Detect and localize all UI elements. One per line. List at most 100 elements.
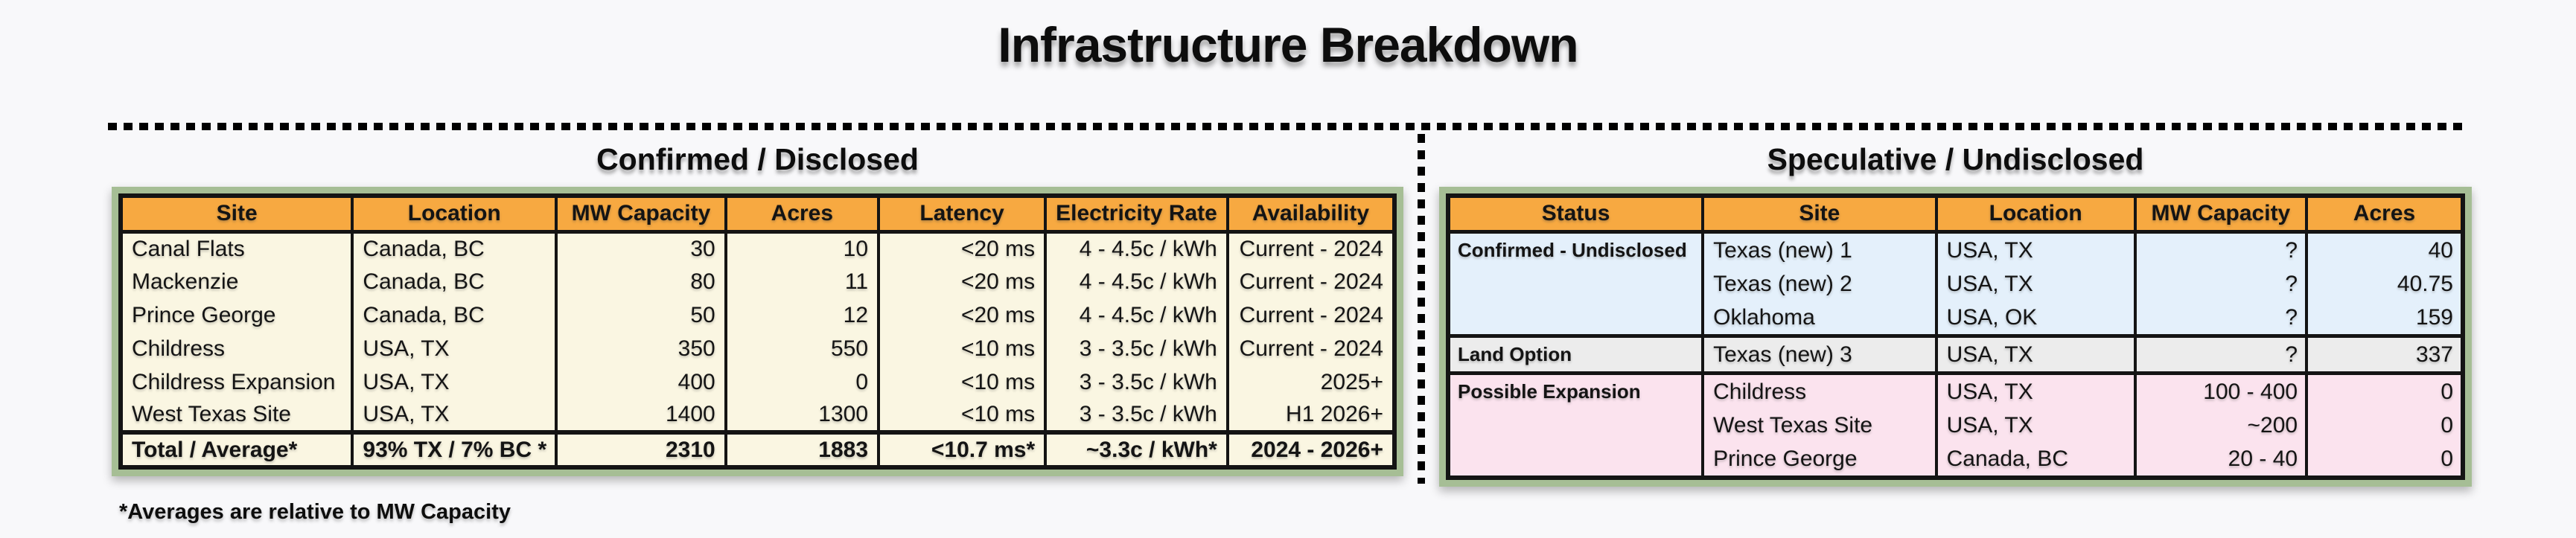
column-header: Location bbox=[1934, 194, 2137, 234]
status-cell: Possible Expansion bbox=[1446, 371, 1705, 478]
table-cell: 1300 bbox=[724, 399, 881, 432]
table-row: Canal Flats Canada, BC 30 10 <20 ms 4 - 4.5c … bbox=[118, 231, 1397, 265]
table-cell: ? bbox=[2285, 237, 2298, 263]
table-cell: Canada, BC bbox=[351, 231, 558, 265]
table-cell: 550 bbox=[724, 332, 881, 365]
confirmed-table: Site Location MW Capacity Acres Latency Elect… bbox=[118, 193, 1397, 470]
total-cell: 1883 bbox=[724, 430, 881, 467]
table-cell: USA, TX bbox=[1946, 379, 2033, 404]
table-cell: Texas (new) 1 bbox=[1713, 237, 1852, 263]
page-title: Infrastructure Breakdown bbox=[998, 17, 1578, 72]
speculative-section-title: Speculative / Undisclosed bbox=[1767, 142, 2144, 176]
status-cell: Land Option bbox=[1446, 333, 1705, 373]
confirmed-table-frame: Site Location MW Capacity Acres Latency Elect… bbox=[112, 187, 1403, 476]
table-cell: 100 - 400 bbox=[2203, 379, 2298, 404]
table-cell: <10 ms bbox=[877, 399, 1048, 432]
table-cell: Texas (new) 3 bbox=[1713, 342, 1852, 367]
group-cell: Childress West Texas Site Prince George bbox=[1701, 371, 1938, 478]
speculative-header-row: Status Site Location MW Capacity Acres bbox=[1446, 194, 2464, 234]
table-cell: USA, TX bbox=[1946, 342, 2033, 367]
table-cell: 40 bbox=[2428, 237, 2453, 263]
table-cell: 4 - 4.5c / kWh bbox=[1044, 265, 1229, 298]
table-cell: 159 bbox=[2415, 304, 2453, 330]
table-cell: 1400 bbox=[555, 399, 727, 432]
table-cell: USA, OK bbox=[1946, 304, 2038, 330]
group-cell: 0 0 0 bbox=[2305, 371, 2464, 478]
column-header: Site bbox=[118, 194, 354, 234]
table-row: Childress USA, TX 350 550 <10 ms 3 - 3.5c / k… bbox=[118, 332, 1397, 365]
column-header: Acres bbox=[2305, 194, 2464, 234]
table-cell: Texas (new) 2 bbox=[1713, 271, 1852, 296]
group-cell: Texas (new) 3 bbox=[1701, 333, 1938, 373]
table-cell: USA, TX bbox=[1946, 412, 2033, 438]
confirmed-header-row: Site Location MW Capacity Acres Latency Elect… bbox=[118, 194, 1397, 234]
table-cell: Childress Expansion bbox=[118, 365, 354, 399]
table-cell: Prince George bbox=[1713, 446, 1858, 471]
column-header: Availability bbox=[1225, 194, 1397, 234]
group-cell: USA, TX bbox=[1934, 333, 2137, 373]
table-cell: <20 ms bbox=[877, 265, 1048, 298]
group-cell: 337 bbox=[2305, 333, 2464, 373]
status-label: Possible Expansion bbox=[1458, 380, 1641, 403]
column-header: MW Capacity bbox=[555, 194, 727, 234]
total-cell: 2024 - 2026+ bbox=[1225, 430, 1397, 467]
column-header: Location bbox=[351, 194, 558, 234]
table-cell: ? bbox=[2285, 271, 2298, 296]
table-cell: 4 - 4.5c / kWh bbox=[1044, 231, 1229, 265]
table-cell: 12 bbox=[724, 298, 881, 332]
table-cell: 2025+ bbox=[1225, 365, 1397, 399]
speculative-table-frame: Status Site Location MW Capacity Acres Confi… bbox=[1439, 187, 2472, 487]
table-cell: ? bbox=[2285, 304, 2298, 330]
group-cell: USA, TX USA, TX USA, OK bbox=[1934, 231, 2137, 336]
table-cell: 350 bbox=[555, 332, 727, 365]
table-cell: Canada, BC bbox=[351, 298, 558, 332]
group-cell: ??? bbox=[2133, 231, 2309, 336]
table-cell: Current - 2024 bbox=[1225, 298, 1397, 332]
table-cell: ? bbox=[2285, 342, 2298, 367]
table-row: West Texas Site USA, TX 1400 1300 <10 ms 3 - … bbox=[118, 399, 1397, 432]
status-label: Land Option bbox=[1458, 342, 1572, 365]
table-cell: Current - 2024 bbox=[1225, 265, 1397, 298]
table-cell: <10 ms bbox=[877, 332, 1048, 365]
table-cell: 30 bbox=[555, 231, 727, 265]
group-cell: 40 40.75 159 bbox=[2305, 231, 2464, 336]
confirmed-section: Confirmed / Disclosed Site Location MW Cap… bbox=[112, 141, 1403, 476]
group-cell: Texas (new) 1 Texas (new) 2 Oklahoma bbox=[1701, 231, 1938, 336]
total-cell: <10.7 ms* bbox=[877, 430, 1048, 467]
table-cell: West Texas Site bbox=[1713, 412, 1873, 438]
table-cell: 0 bbox=[2440, 412, 2453, 438]
group-cell: USA, TX USA, TX Canada, BC bbox=[1934, 371, 2137, 478]
table-cell: West Texas Site bbox=[118, 399, 354, 432]
speculative-section: Speculative / Undisclosed Status Site Loca… bbox=[1439, 141, 2472, 487]
table-cell: 0 bbox=[2440, 446, 2453, 471]
status-cell: Confirmed - Undisclosed bbox=[1446, 231, 1705, 336]
total-row: Total / Average* 93% TX / 7% BC * 2310 1883… bbox=[118, 430, 1397, 467]
table-row: Mackenzie Canada, BC 80 11 <20 ms 4 - 4.5c / … bbox=[118, 265, 1397, 298]
total-cell: Total / Average* bbox=[118, 430, 354, 467]
table-cell: Prince George bbox=[118, 298, 354, 332]
table-cell: 337 bbox=[2415, 342, 2453, 367]
table-cell: 3 - 3.5c / kWh bbox=[1044, 365, 1229, 399]
speculative-table: Status Site Location MW Capacity Acres Confi… bbox=[1446, 193, 2465, 480]
table-cell: Oklahoma bbox=[1713, 304, 1815, 330]
total-cell: ~3.3c / kWh* bbox=[1044, 430, 1229, 467]
table-cell: 4 - 4.5c / kWh bbox=[1044, 298, 1229, 332]
table-cell: USA, TX bbox=[351, 399, 558, 432]
column-header: Acres bbox=[724, 194, 881, 234]
table-cell: <20 ms bbox=[877, 298, 1048, 332]
column-header: Electricity Rate bbox=[1044, 194, 1229, 234]
table-cell: Childress bbox=[118, 332, 354, 365]
table-cell: Current - 2024 bbox=[1225, 332, 1397, 365]
table-cell: USA, TX bbox=[1946, 237, 2033, 263]
table-cell: Childress bbox=[1713, 379, 1807, 404]
table-cell: USA, TX bbox=[1946, 271, 2033, 296]
horizontal-dotted-divider bbox=[108, 123, 2462, 130]
column-header: Site bbox=[1701, 194, 1938, 234]
table-cell: Canada, BC bbox=[1946, 446, 2069, 471]
table-cell: <20 ms bbox=[877, 231, 1048, 265]
footnote: *Averages are relative to MW Capacity bbox=[119, 500, 511, 524]
status-label: Confirmed - Undisclosed bbox=[1458, 238, 1687, 261]
table-cell: 11 bbox=[724, 265, 881, 298]
group-row: Land Option Texas (new) 3 USA, TX? 337 bbox=[1446, 333, 2464, 373]
group-cell: 100 - 400 ~200 20 - 40 bbox=[2133, 371, 2309, 478]
